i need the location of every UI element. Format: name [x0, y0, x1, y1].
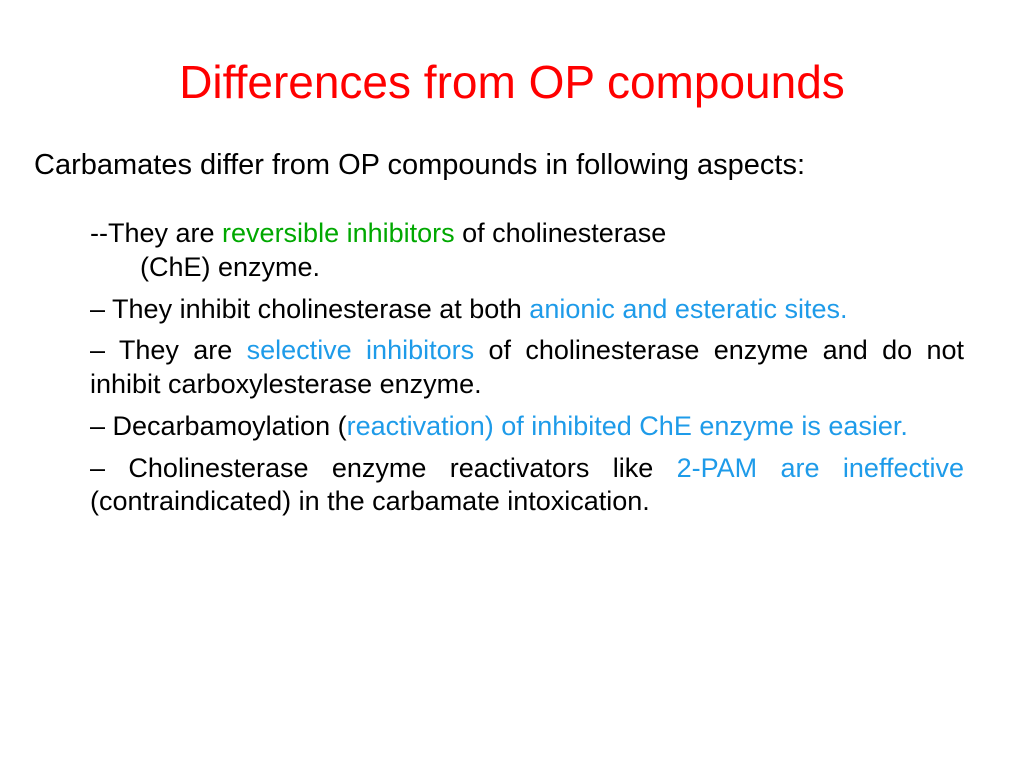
intro-text: Carbamates differ from OP compounds in f…: [30, 149, 994, 182]
text-segment: reactivation) of inhibited ChE enzyme is…: [347, 411, 908, 441]
slide-title: Differences from OP compounds: [30, 55, 994, 109]
bullet-content: Cholinesterase enzyme reactivators like …: [90, 453, 964, 517]
text-segment: They are: [108, 218, 222, 248]
bullet-item: --They are reversible inhibitors of chol…: [90, 217, 964, 285]
text-segment: reversible inhibitors: [222, 218, 462, 248]
bullet-item: – They inhibit cholinesterase at both an…: [90, 293, 964, 327]
bullet-content: Decarbamoylation (reactivation) of inhib…: [105, 411, 908, 441]
bullet-dash: –: [90, 293, 105, 327]
bullet-item: – Cholinesterase enzyme reactivators lik…: [90, 452, 964, 520]
bullet-dash: –: [90, 452, 105, 486]
bullet-content: They are reversible inhibitors of cholin…: [108, 218, 666, 248]
text-segment: (contraindicated) in the carbamate intox…: [90, 486, 650, 516]
bullet-list: --They are reversible inhibitors of chol…: [30, 217, 994, 519]
bullet-dash: –: [90, 334, 105, 368]
text-segment: They are: [105, 335, 247, 365]
bullet-content: They are selective inhibitors of choline…: [90, 335, 964, 399]
text-segment: They inhibit cholinesterase at both: [105, 294, 529, 324]
text-segment: 2-PAM are ineffective: [677, 453, 964, 483]
bullet-item: – They are selective inhibitors of choli…: [90, 334, 964, 402]
bullet-wrap-line: (ChE) enzyme.: [90, 251, 964, 285]
text-segment: anionic and esteratic sites.: [529, 294, 847, 324]
text-segment: Decarbamoylation (: [105, 411, 347, 441]
bullet-dash: --: [90, 217, 108, 251]
text-segment: selective inhibitors: [247, 335, 474, 365]
bullet-dash: –: [90, 410, 105, 444]
bullet-content: They inhibit cholinesterase at both anio…: [105, 294, 847, 324]
text-segment: of cholinesterase: [462, 218, 666, 248]
bullet-item: – Decarbamoylation (reactivation) of inh…: [90, 410, 964, 444]
text-segment: Cholinesterase enzyme reactivators like: [105, 453, 677, 483]
